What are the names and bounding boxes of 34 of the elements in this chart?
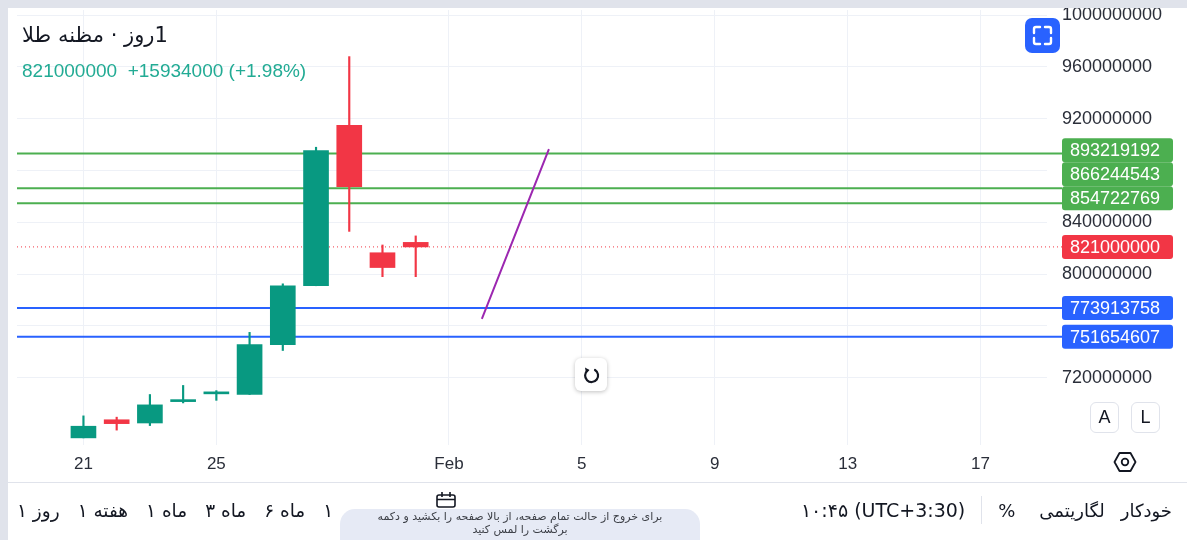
y-tick-label: 920000000 <box>1062 107 1153 128</box>
text: L <box>1131 402 1160 433</box>
x-tick-label: 13 <box>838 453 858 473</box>
ref-line-label: 751654607 <box>1070 326 1161 347</box>
text: ماه ۶ <box>264 499 306 521</box>
ref-line-label: 821000000 <box>1070 236 1161 257</box>
x-tick-label: Feb <box>434 453 464 473</box>
ref-line-label: 854722769 <box>1070 188 1161 209</box>
text: 1روز · مظنه طلا <box>22 23 168 47</box>
text: ماه ۱ <box>146 499 188 521</box>
text: A <box>1090 402 1119 433</box>
text: روز ۱ <box>17 499 60 521</box>
text: ۱۰:۴۵ (UTC+3:30) <box>800 499 966 521</box>
y-tick-label: 800000000 <box>1062 263 1153 284</box>
ref-line-label: 773913758 <box>1070 297 1161 318</box>
x-tick-label: 21 <box>73 453 93 473</box>
text: لگاریتمی <box>1039 499 1105 521</box>
x-tick-label: 9 <box>710 453 720 473</box>
ref-line-label: 866244543 <box>1070 164 1161 185</box>
x-tick-label: 5 <box>577 453 587 473</box>
text: % <box>998 499 1016 521</box>
text: برای خروج از حالت تمام صفحه، از بالا صفحه را بکشید و دکمه برگشت را لمس کنید <box>340 509 700 540</box>
ref-line-label: 893219192 <box>1070 140 1161 161</box>
y-tick-label: 960000000 <box>1062 55 1153 76</box>
y-tick-label: 840000000 <box>1062 211 1153 232</box>
text: ماه ۳ <box>205 499 247 521</box>
y-tick-label: 720000000 <box>1062 366 1153 387</box>
text: خودکار <box>1120 499 1172 521</box>
text: ۱ <box>323 499 334 521</box>
text: 821000000 +15934000 (+1.98%) <box>22 60 307 82</box>
x-tick-label: 25 <box>206 453 226 473</box>
y-tick-label: 1000000000 <box>1062 4 1163 25</box>
x-tick-label: 17 <box>971 453 991 473</box>
text: هفته ۱ <box>77 499 129 521</box>
